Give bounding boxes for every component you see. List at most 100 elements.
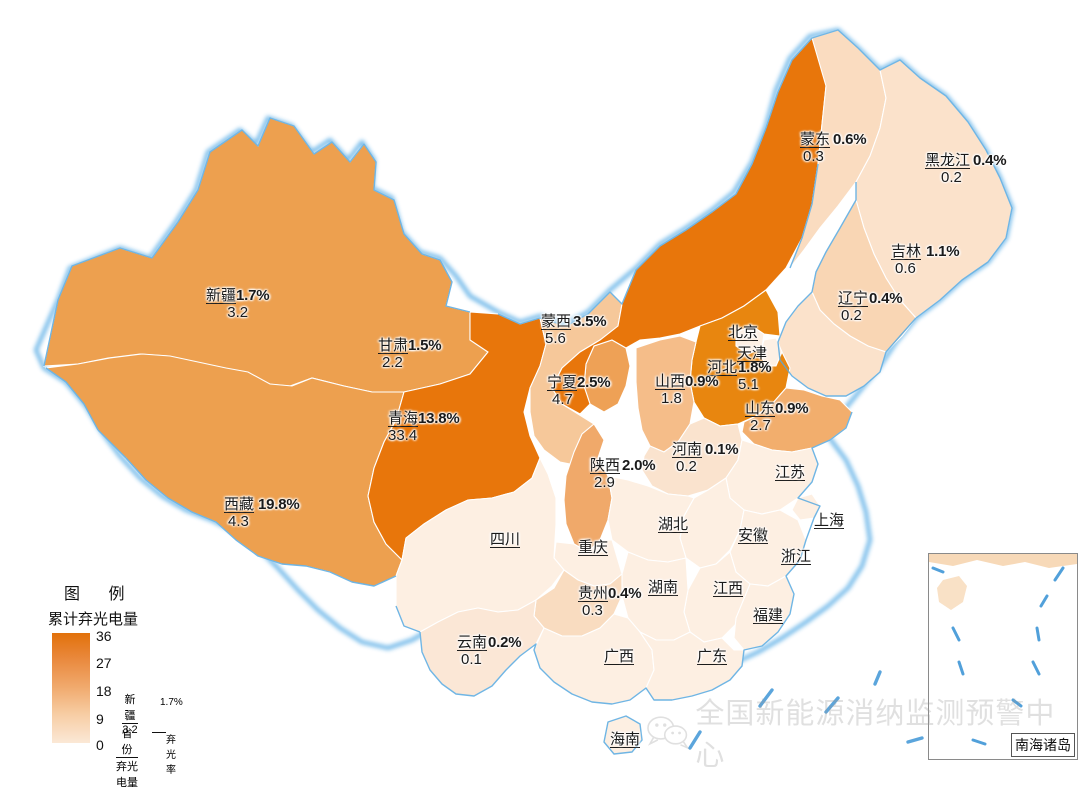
label-hubei[interactable]: 湖北	[658, 515, 689, 534]
legend-gradient-bar	[52, 633, 90, 743]
label-shanghai[interactable]: 上海	[814, 511, 845, 530]
legend-key-province: 省份	[116, 725, 139, 758]
label-jiangxi[interactable]: 江西	[713, 579, 744, 598]
label-name-hunan: 湖南	[648, 578, 679, 596]
label-rate-shaanxi: 2.0%	[622, 457, 656, 475]
label-name-guangxi: 广西	[604, 647, 635, 665]
label-fujian[interactable]: 福建	[753, 606, 784, 625]
label-name-chongqing: 重庆	[578, 538, 609, 556]
south-china-sea-inset[interactable]: 南海诸岛	[928, 553, 1078, 760]
label-guangxi[interactable]: 广西	[604, 647, 635, 666]
region-hebei[interactable]	[689, 289, 791, 427]
label-yunnan[interactable]: 云南0.2% 0.1	[457, 633, 522, 668]
label-rate-shanxi: 0.9%	[685, 373, 719, 391]
label-zhejiang[interactable]: 浙江	[781, 547, 812, 566]
label-name-shaanxi: 陕西	[590, 456, 621, 474]
map-canvas: 新疆1.7% 3.2 西藏 19.8% 4.3 青海13.8% 33.4 甘肃1.…	[33, 27, 1078, 789]
label-heilongjiang[interactable]: 黑龙江 0.4% 0.2	[925, 151, 1007, 186]
label-name-shandong: 山东	[745, 399, 776, 417]
label-shandong[interactable]: 山东0.9% 2.7	[745, 399, 809, 434]
label-beijing[interactable]: 北京	[728, 323, 759, 342]
legend-sample-province: 新疆	[122, 691, 139, 724]
label-mengxi[interactable]: 蒙西 3.5% 5.6	[541, 312, 607, 347]
legend-sample-value: 3.2	[122, 724, 138, 736]
label-henan[interactable]: 河南 0.1% 0.2	[672, 440, 739, 475]
label-jilin[interactable]: 吉林 1.1% 0.6	[891, 242, 960, 277]
label-rate-heilongjiang: 0.4%	[973, 152, 1007, 170]
coast-outline	[43, 29, 1013, 755]
label-xinjiang[interactable]: 新疆1.7% 3.2	[206, 287, 270, 321]
inset-label: 南海诸岛	[1011, 733, 1075, 757]
label-value-guizhou: 0.3	[582, 602, 603, 619]
label-rate-guizhou: 0.4%	[608, 585, 642, 603]
legend-tick-0: 0	[96, 737, 104, 753]
label-sichuan[interactable]: 四川	[490, 531, 521, 549]
label-rate-hebei: 1.8%	[738, 359, 772, 377]
label-name-fujian: 福建	[753, 606, 784, 624]
label-name-mengdong: 蒙东	[800, 130, 831, 148]
label-name-ningxia: 宁夏	[547, 373, 578, 391]
label-value-liaoning: 0.2	[841, 307, 862, 324]
label-guangdong[interactable]: 广东	[697, 648, 728, 666]
label-xizang[interactable]: 西藏 19.8% 4.3	[224, 496, 300, 530]
label-rate-qinghai: 13.8%	[418, 410, 460, 428]
inset-map	[929, 554, 1077, 746]
label-name-zhejiang: 浙江	[781, 547, 812, 565]
label-value-mengxi: 5.6	[545, 330, 566, 347]
label-name-anhui: 安徽	[738, 526, 769, 544]
label-shaanxi[interactable]: 陕西 2.0% 2.9	[590, 456, 656, 491]
legend-key: 省份 弃光电量	[116, 725, 139, 790]
label-name-jiangxi: 江西	[713, 579, 744, 597]
label-ningxia[interactable]: 宁夏2.5% 4.7	[547, 373, 611, 408]
label-jiangsu[interactable]: 江苏	[775, 463, 806, 482]
label-liaoning[interactable]: 辽宁0.4% 0.2	[838, 290, 903, 324]
inset-mainland-edge	[929, 554, 1077, 568]
label-name-yunnan: 云南	[457, 633, 488, 651]
label-name-shanghai: 上海	[814, 511, 845, 529]
label-rate-jilin: 1.1%	[926, 243, 960, 261]
label-gansu[interactable]: 甘肃1.5% 2.2	[378, 337, 442, 371]
label-value-mengdong: 0.3	[803, 148, 824, 165]
label-name-mengxi: 蒙西	[541, 312, 572, 330]
china-choropleth-map	[33, 27, 1015, 755]
label-qinghai[interactable]: 青海13.8% 33.4	[388, 410, 460, 444]
label-value-jilin: 0.6	[895, 260, 916, 277]
label-rate-gansu: 1.5%	[408, 337, 442, 355]
region-guangdong[interactable]	[638, 630, 745, 701]
label-name-beijing: 北京	[728, 323, 759, 341]
label-tianjin[interactable]: 天津	[737, 345, 768, 363]
legend-key-connector	[152, 732, 166, 733]
label-name-guizhou: 贵州	[578, 584, 609, 602]
label-shanxi[interactable]: 山西0.9% 1.8	[655, 373, 719, 407]
legend-subtitle: 累计弃光电量	[48, 611, 139, 628]
label-guizhou[interactable]: 贵州0.4% 0.3	[578, 584, 642, 619]
label-hebei[interactable]: 河北1.8% 5.1	[707, 359, 772, 393]
label-chongqing[interactable]: 重庆	[578, 538, 609, 557]
label-rate-xizang: 19.8%	[258, 496, 300, 514]
label-name-heilongjiang: 黑龙江	[925, 151, 971, 169]
label-name-hainan: 海南	[610, 730, 641, 748]
label-rate-ningxia: 2.5%	[577, 374, 611, 392]
label-value-ningxia: 4.7	[552, 391, 573, 408]
label-value-heilongjiang: 0.2	[941, 169, 962, 186]
label-rate-yunnan: 0.2%	[488, 634, 522, 652]
label-name-hubei: 湖北	[658, 515, 689, 533]
label-value-shaanxi: 2.9	[594, 474, 615, 491]
label-rate-henan: 0.1%	[705, 441, 739, 459]
province-layer	[43, 29, 1013, 755]
label-rate-xinjiang: 1.7%	[236, 287, 270, 305]
label-name-jilin: 吉林	[891, 242, 922, 260]
legend-tick-18: 18	[96, 683, 112, 699]
label-value-shanxi: 1.8	[661, 390, 682, 407]
label-value-gansu: 2.2	[382, 354, 403, 371]
label-name-jiangsu: 江苏	[775, 463, 806, 481]
label-mengdong[interactable]: 蒙东 0.6% 0.3	[800, 130, 867, 165]
label-hainan[interactable]: 海南	[610, 730, 641, 749]
label-hunan[interactable]: 湖南	[648, 578, 679, 597]
legend-tick-9: 9	[96, 711, 104, 727]
label-value-henan: 0.2	[676, 458, 697, 475]
label-value-hebei: 5.1	[738, 376, 759, 393]
label-anhui[interactable]: 安徽	[738, 526, 769, 545]
region-xizang[interactable]	[44, 353, 405, 587]
label-name-henan: 河南	[672, 440, 703, 458]
